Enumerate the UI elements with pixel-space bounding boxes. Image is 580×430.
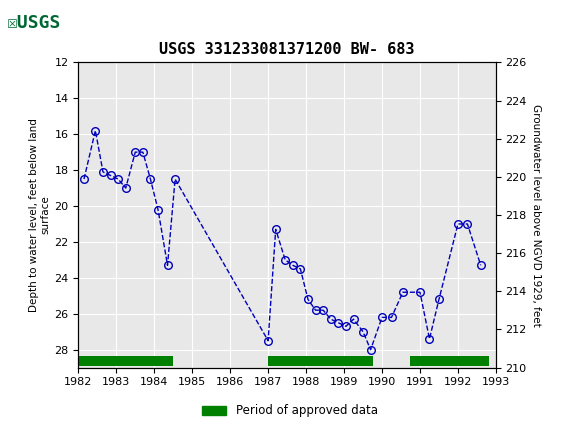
Text: ☒USGS: ☒USGS bbox=[7, 14, 61, 31]
Y-axis label: Depth to water level, feet below land
surface: Depth to water level, feet below land su… bbox=[28, 118, 50, 312]
Bar bbox=[268, 356, 372, 366]
Y-axis label: Groundwater level above NGVD 1929, feet: Groundwater level above NGVD 1929, feet bbox=[531, 104, 541, 326]
Bar bbox=[78, 356, 173, 366]
Bar bbox=[3, 3, 70, 42]
Bar bbox=[411, 356, 490, 366]
Legend: Period of approved data: Period of approved data bbox=[198, 399, 382, 422]
Title: USGS 331233081371200 BW- 683: USGS 331233081371200 BW- 683 bbox=[160, 42, 415, 57]
